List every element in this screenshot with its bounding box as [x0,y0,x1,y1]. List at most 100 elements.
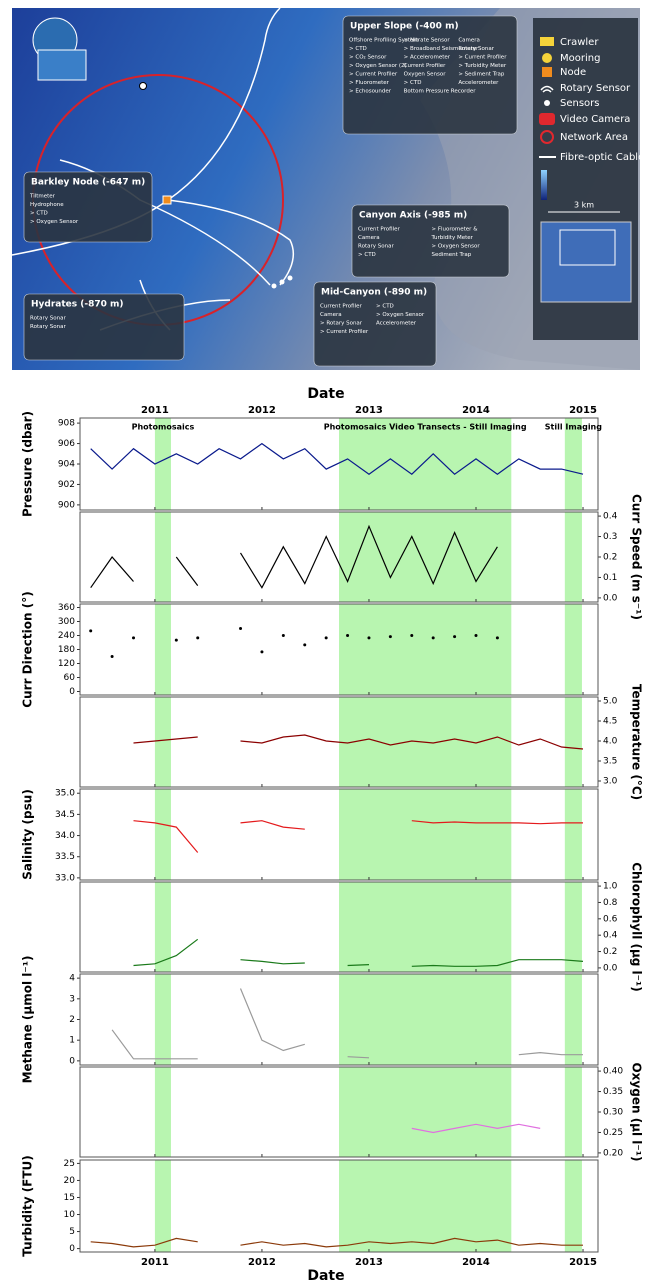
y-tick-label: 0.2 [603,553,617,563]
y-tick-label: 3.5 [603,757,617,767]
site-item: > Turbidity Meter [458,63,506,69]
series-point [281,634,285,637]
site-title: Mid-Canyon (-890 m) [321,288,427,298]
site-item: > Sediment Trap [458,72,505,78]
series-point [431,636,435,640]
y-tick-label: 34.5 [55,810,75,820]
site-item: > Rotary Sonar [320,321,363,327]
sensor [287,275,293,281]
shaded-period [564,1160,582,1252]
site-item: Bottom Pressure Recorder [404,89,477,95]
y-tick-label: 60 [64,673,76,683]
site-item: > Broadband Seismometer [404,46,479,52]
site-box [23,293,185,361]
y-tick-label: 300 [58,617,75,627]
y-tick-label: 33.5 [55,852,75,862]
y-tick-label: 0.4 [603,931,618,941]
series-line [133,938,584,967]
series-line [411,1123,541,1134]
site-title: Upper Slope (-400 m) [350,22,459,32]
y-tick-label: 2 [69,1015,75,1025]
y-tick-label: 0 [69,1244,75,1254]
shaded-period [154,882,171,972]
y-tick-label: 900 [58,500,75,510]
site-item: Oxygen Sensor [404,72,447,78]
y-tick-label: 1.0 [603,882,618,892]
series-point [367,636,371,640]
shaded-period [339,604,512,695]
series-point [346,634,350,637]
legend-label: Video Camera [560,114,630,125]
x-title: Date [307,386,344,402]
y-tick-label: 0.40 [603,1067,623,1077]
y-tick-label: 0 [69,687,75,697]
site-item: Rotary Sonar [30,316,66,322]
y-axis-title: Oxygen (µl l⁻¹) [630,1062,644,1161]
panel-frame [79,603,599,696]
legend-label: Mooring [560,53,600,64]
icon-sensor [544,100,550,106]
y-axis-title: Curr Direction (°) [21,591,35,707]
inset-map [540,221,632,303]
period-label: Still Imaging [545,423,602,432]
panel-frame [79,1159,599,1253]
y-tick-label: 5.0 [603,697,618,707]
site-title: Canyon Axis (-985 m) [359,211,467,221]
site-item: Current Profiler [404,63,447,69]
site-title: Hydrates (-870 m) [31,300,124,310]
site-title: Barkley Node (-647 m) [31,178,145,188]
y-tick-label: 0.1 [603,573,617,583]
y-tick-label: 15 [64,1193,75,1203]
icon-network [540,130,554,144]
shaded-period [154,1160,171,1252]
panel-frame [79,881,599,973]
shaded-period [154,697,171,787]
y-tick-label: 0.4 [603,512,618,522]
site-item: Hydrophone [30,202,64,208]
panel-frame [79,1066,599,1158]
y-axis-title: Turbidity (FTU) [21,1155,35,1257]
x-tick-label: 2015 [569,1257,597,1268]
series-point [388,635,392,639]
inset-frame [559,229,616,266]
site-item: > CTD [349,46,367,52]
site-item: Current Profiler [358,227,401,233]
site-item: Camera [358,235,380,241]
sensor [271,283,277,289]
series-point [239,627,243,630]
icon-camera [539,113,555,125]
site-item: > Nitrate Sensor [404,38,451,44]
y-tick-label: 35.0 [55,789,75,799]
y-tick-label: 20 [64,1176,76,1186]
shaded-period [564,418,582,510]
shaded-period [154,789,171,880]
shaded-period [339,512,512,602]
x-tick-label: 2011 [141,1257,169,1268]
site-item: > Fluorometer [349,80,390,86]
site-item: Tiltmeter [29,194,56,200]
y-axis-title: Curr Speed (m s⁻¹) [630,494,644,620]
legend-label: Crawler [560,37,599,48]
series-point [453,635,457,639]
y-tick-label: 5 [69,1227,75,1237]
y-tick-label: 4.5 [603,717,617,727]
series-line [111,988,583,1060]
y-tick-label: 0.6 [603,914,618,924]
series-point [303,643,307,647]
series-point [174,638,178,642]
shaded-period [564,789,582,880]
y-tick-label: 34.0 [55,831,75,841]
y-tick-label: 0.35 [603,1087,623,1097]
panel-frame [79,788,599,881]
y-tick-label: 360 [58,603,75,613]
site-box [23,171,153,243]
shaded-period [564,697,582,787]
shaded-period [339,974,512,1065]
site-item: > Accelerometer [404,55,451,61]
x-tick-label: 2013 [355,405,383,416]
shaded-period [154,604,171,695]
y-tick-label: 3 [69,994,75,1004]
shaded-period [339,1067,512,1157]
site-item: > Oxygen Sensor [30,219,79,225]
shaded-period [154,974,171,1065]
